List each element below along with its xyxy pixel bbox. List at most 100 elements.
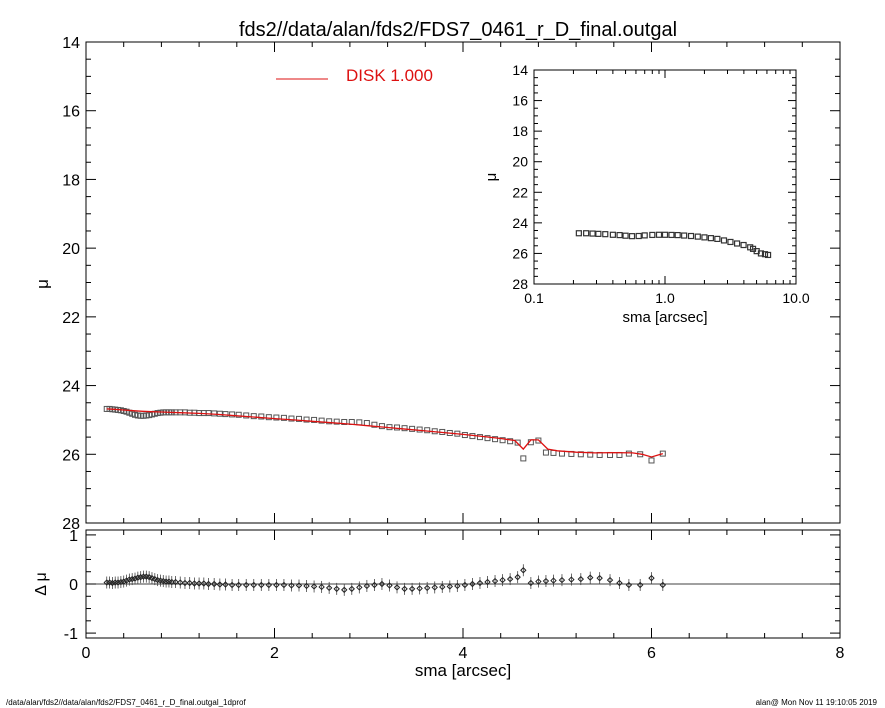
residual-data-point	[333, 582, 340, 595]
residual-data-point	[181, 577, 189, 590]
main-data-point	[258, 413, 265, 420]
residual-ytick-labels: 1 0 -1	[64, 528, 78, 643]
main-ytick-label: 24	[62, 379, 80, 396]
inset-ytick-label: 24	[512, 215, 528, 231]
main-data-point	[499, 437, 506, 444]
main-data-point	[303, 416, 310, 423]
residual-data-point	[273, 578, 280, 591]
main-data-point	[280, 414, 287, 421]
residual-ytick-label: 0	[69, 577, 78, 594]
inset-ylabel: μ	[483, 173, 500, 182]
residual-data-point	[416, 582, 423, 595]
inset-data-point	[733, 240, 741, 247]
residual-data-point	[210, 578, 218, 590]
residual-data-point	[476, 577, 484, 590]
inset-data-points	[575, 230, 772, 259]
main-ytick-label: 28	[62, 516, 80, 533]
residual-data-points	[103, 564, 667, 596]
residual-data-point	[568, 573, 575, 586]
inset-data-point	[668, 231, 675, 239]
residual-xtick-label: 0	[82, 645, 91, 662]
residual-data-point	[371, 578, 378, 591]
inset-data-point	[635, 232, 642, 240]
residual-xtick-label: 4	[459, 645, 468, 662]
residual-data-point	[228, 578, 236, 591]
residual-data-point	[120, 575, 127, 588]
main-data-point	[250, 413, 257, 420]
residual-data-point	[310, 580, 318, 593]
inset-data-point	[595, 230, 602, 237]
residual-data-point	[126, 573, 133, 586]
residual-data-point	[216, 578, 224, 591]
main-data-point	[205, 410, 212, 417]
residual-data-point	[625, 578, 633, 591]
main-data-point	[371, 421, 378, 428]
inset-data-point	[583, 230, 590, 237]
residual-data-point	[506, 573, 514, 586]
inset-data-point	[681, 232, 688, 239]
residual-data-point	[514, 571, 521, 584]
residual-xtick-labels: 0 2 4 6 8	[82, 645, 845, 662]
residual-data-point	[160, 575, 167, 588]
residual-data-point	[265, 578, 273, 591]
residual-data-point	[461, 578, 469, 591]
main-data-point	[363, 420, 370, 427]
main-ytick-labels: 14 16 18 20 22 24 26 28	[62, 35, 80, 533]
main-panel: 14 16 18 20 22 24 26 28 μ DISK 1.000	[33, 35, 841, 533]
main-data-point	[222, 411, 229, 418]
residual-ytick-label: -1	[64, 626, 78, 643]
inset-panel: 14 16 18 20 22 24 26 28 0.1 1.0 10.0 μ sma [arcse…	[483, 62, 810, 326]
residual-data-point	[123, 574, 130, 587]
residual-data-point	[446, 580, 454, 593]
inset-xtick-label: 1.0	[655, 290, 675, 306]
inset-ytick-label: 18	[512, 123, 528, 139]
residual-data-point	[386, 579, 393, 592]
inset-data-point	[616, 231, 623, 239]
residual-xlabel: sma [arcsec]	[415, 661, 511, 680]
inset-data-point	[674, 231, 681, 239]
main-data-point	[296, 415, 303, 422]
residual-data-point	[393, 581, 401, 594]
main-data-point	[229, 411, 236, 418]
residual-data-point	[258, 578, 265, 591]
inset-data-point	[661, 231, 669, 238]
residual-data-point	[117, 576, 125, 589]
residual-data-point	[134, 571, 142, 584]
main-data-points	[103, 405, 666, 464]
main-ytick-label: 14	[62, 35, 80, 52]
inset-data-point	[687, 232, 695, 240]
main-plot-frame	[85, 41, 841, 524]
residual-xtick-label: 8	[836, 645, 845, 662]
residual-data-point	[325, 581, 333, 594]
inset-data-point	[655, 231, 663, 238]
main-grid-ticks	[85, 41, 841, 524]
legend-label-disk: DISK 1.000	[346, 66, 433, 85]
residual-data-point	[200, 577, 208, 590]
residual-data-point	[250, 578, 257, 591]
residual-ytick-label: 1	[69, 528, 78, 545]
residual-data-point	[106, 576, 113, 589]
residual-data-point	[527, 577, 535, 590]
main-data-point	[288, 415, 295, 422]
main-data-point	[333, 418, 340, 425]
residual-data-point	[165, 575, 173, 588]
residual-data-point	[280, 578, 288, 591]
inset-data-point	[694, 233, 701, 240]
main-data-point	[550, 449, 557, 456]
inset-data-point	[714, 235, 721, 243]
residual-data-point	[520, 564, 527, 577]
residual-data-point	[577, 573, 585, 586]
residual-data-point	[318, 580, 325, 593]
residual-ylabel: Δ μ	[33, 572, 50, 595]
main-data-point	[318, 417, 325, 424]
residual-data-point	[648, 572, 655, 585]
residual-data-point	[499, 574, 506, 587]
residual-data-point	[550, 574, 557, 587]
residual-xtick-label: 6	[647, 645, 656, 662]
residual-data-point	[659, 578, 667, 591]
residual-data-point	[558, 574, 566, 587]
main-data-point	[378, 423, 385, 430]
main-data-point	[341, 418, 348, 425]
